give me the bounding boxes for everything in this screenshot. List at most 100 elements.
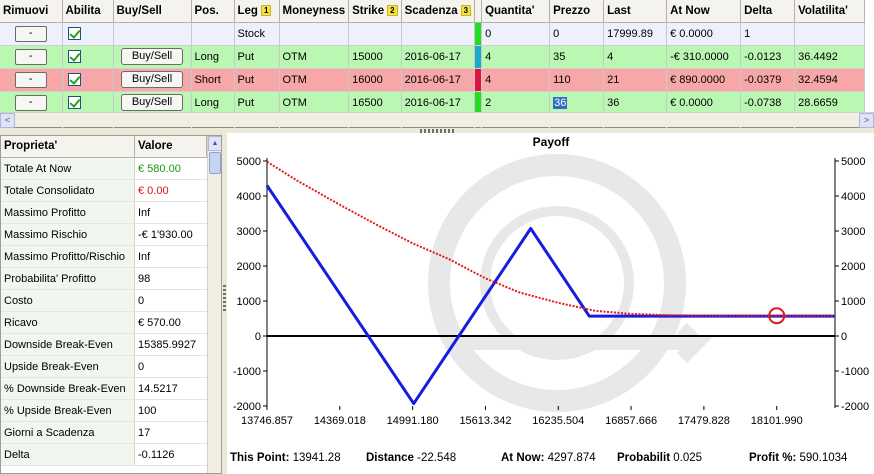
col-header-volatilita[interactable]: Volatilita' (794, 0, 866, 23)
cell-pos[interactable]: Long (191, 45, 235, 69)
cell-moneyness[interactable]: OTM (279, 91, 350, 115)
cell-qty[interactable]: 4 (481, 68, 551, 92)
remove-leg-button[interactable]: - (14, 48, 47, 65)
enable-checkbox[interactable] (67, 27, 81, 40)
table-row[interactable]: - Stock 0 0 17999.89 € 0.0000 1 (0, 22, 866, 46)
table-row[interactable]: - Buy/Sell Long Put OTM 15000 2016-06-17 4 35 4 -€… (0, 45, 866, 69)
buysell-button[interactable]: Buy/Sell (121, 94, 183, 111)
cell-atnow[interactable]: € 0.0000 (666, 22, 742, 46)
properties-col-name[interactable]: Proprieta' (1, 136, 135, 157)
horizontal-scrollbar[interactable]: < > (0, 112, 874, 128)
cell-prezzo[interactable]: 36 (549, 91, 605, 115)
property-name: Massimo Profitto/Rischio (1, 246, 135, 267)
cell-moneyness[interactable]: OTM (279, 45, 350, 69)
vertical-scrollbar[interactable]: ▲ (207, 136, 221, 473)
enable-checkbox[interactable] (67, 96, 81, 109)
cell-scadenza[interactable] (401, 22, 476, 46)
remove-leg-button[interactable]: - (14, 71, 47, 88)
col-header-leg[interactable]: Leg 1 (234, 0, 280, 23)
property-row[interactable]: Ricavo € 570.00 (1, 312, 221, 334)
buysell-button[interactable]: Buy/Sell (121, 48, 183, 65)
property-row[interactable]: Massimo Profitto/Rischio Inf (1, 246, 221, 268)
cell-last[interactable]: 4 (603, 45, 668, 69)
cell-delta[interactable]: -0.0123 (740, 45, 796, 69)
properties-col-value[interactable]: Valore (135, 136, 207, 157)
property-row[interactable]: Downside Break-Even 15385.9927 (1, 334, 221, 356)
scroll-right-icon[interactable]: > (859, 113, 874, 128)
cell-prezzo[interactable]: 0 (549, 22, 605, 46)
cell-leg[interactable]: Put (234, 91, 280, 115)
cell-delta[interactable]: 1 (740, 22, 796, 46)
cell-prezzo[interactable]: 35 (549, 45, 605, 69)
cell-qty[interactable]: 0 (481, 22, 551, 46)
payoff-chart[interactable]: Payoff -2000 -2000 -1000 -1000 0 0 1000 1000 2000… (227, 133, 874, 448)
property-row[interactable]: % Upside Break-Even 100 (1, 400, 221, 422)
col-header-rimuovi[interactable]: Rimuovi (0, 0, 63, 23)
property-row[interactable]: Delta -0.1126 (1, 444, 221, 466)
cell-pos[interactable]: Short (191, 68, 235, 92)
scroll-up-icon[interactable]: ▲ (208, 136, 221, 151)
cell-leg[interactable]: Stock (234, 22, 280, 46)
cell-leg[interactable]: Put (234, 68, 280, 92)
cell-delta[interactable]: -0.0379 (740, 68, 796, 92)
cell-qty[interactable]: 2 (481, 91, 551, 115)
cell-atnow[interactable]: € 890.0000 (666, 68, 742, 92)
property-row[interactable]: Upside Break-Even 0 (1, 356, 221, 378)
cell-delta[interactable]: -0.0738 (740, 91, 796, 115)
cell-scadenza[interactable]: 2016-06-17 (401, 91, 476, 115)
property-row[interactable]: Massimo Rischio -€ 1'930.00 (1, 224, 221, 246)
cell-moneyness[interactable] (279, 22, 350, 46)
cell-last[interactable]: 36 (603, 91, 668, 115)
remove-leg-button[interactable]: - (14, 25, 47, 42)
cell-vol[interactable]: 28.6659 (794, 91, 866, 115)
cell-scadenza[interactable]: 2016-06-17 (401, 45, 476, 69)
cell-atnow[interactable]: -€ 310.0000 (666, 45, 742, 69)
cell-last[interactable]: 21 (603, 68, 668, 92)
property-row[interactable]: Giorni a Scadenza 17 (1, 422, 221, 444)
cell-pos[interactable] (191, 22, 235, 46)
col-header-abilita[interactable]: Abilita (62, 0, 114, 23)
col-header-strike[interactable]: Strike 2 (348, 0, 402, 23)
vertical-splitter-handle[interactable] (223, 285, 226, 311)
enable-checkbox[interactable] (67, 50, 81, 63)
col-header-atnow[interactable]: At Now (666, 0, 742, 23)
remove-leg-button[interactable]: - (14, 94, 47, 111)
cell-pos[interactable]: Long (191, 91, 235, 115)
table-row[interactable]: - Buy/Sell Short Put OTM 16000 2016-06-17 4 110 2… (0, 68, 866, 92)
property-row[interactable]: Totale At Now € 580.00 (1, 158, 221, 180)
cell-strike[interactable] (348, 22, 402, 46)
col-header-moneyness[interactable]: Moneyness (279, 0, 350, 23)
prezzo-selected-value[interactable]: 36 (553, 96, 568, 109)
property-row[interactable]: Probabilita' Profitto 98 (1, 268, 221, 290)
cell-qty[interactable]: 4 (481, 45, 551, 69)
col-header-pos[interactable]: Pos. (191, 0, 235, 23)
property-row[interactable]: Costo 0 (1, 290, 221, 312)
cell-last[interactable]: 17999.89 (603, 22, 668, 46)
cell-prezzo[interactable]: 110 (549, 68, 605, 92)
cell-moneyness[interactable]: OTM (279, 68, 350, 92)
cell-vol[interactable]: 32.4594 (794, 68, 866, 92)
cell-vol[interactable] (794, 22, 866, 46)
property-row[interactable]: Massimo Profitto Inf (1, 202, 221, 224)
cell-scadenza[interactable]: 2016-06-17 (401, 68, 476, 92)
scroll-thumb[interactable] (209, 152, 221, 174)
property-row[interactable]: % Downside Break-Even 14.5217 (1, 378, 221, 400)
table-row[interactable]: - Buy/Sell Long Put OTM 16500 2016-06-17 2 36 36 €… (0, 91, 866, 115)
buysell-button[interactable]: Buy/Sell (121, 71, 183, 88)
cell-leg[interactable]: Put (234, 45, 280, 69)
cell-strike[interactable]: 16000 (348, 68, 402, 92)
col-header-prezzo[interactable]: Prezzo (549, 0, 605, 23)
col-header-buysell[interactable]: Buy/Sell (113, 0, 192, 23)
cell-vol[interactable]: 36.4492 (794, 45, 866, 69)
scroll-left-icon[interactable]: < (0, 113, 15, 128)
col-header-delta[interactable]: Delta (740, 0, 796, 23)
cell-strike[interactable]: 16500 (348, 91, 402, 115)
cell-strike[interactable]: 15000 (348, 45, 402, 69)
horizontal-splitter-handle[interactable] (420, 129, 456, 133)
col-header-quantita[interactable]: Quantita' (481, 0, 551, 23)
cell-atnow[interactable]: € 0.0000 (666, 91, 742, 115)
property-row[interactable]: Totale Consolidato € 0.00 (1, 180, 221, 202)
col-header-last[interactable]: Last (603, 0, 668, 23)
col-header-scadenza[interactable]: Scadenza 3 (401, 0, 476, 23)
enable-checkbox[interactable] (67, 73, 81, 86)
